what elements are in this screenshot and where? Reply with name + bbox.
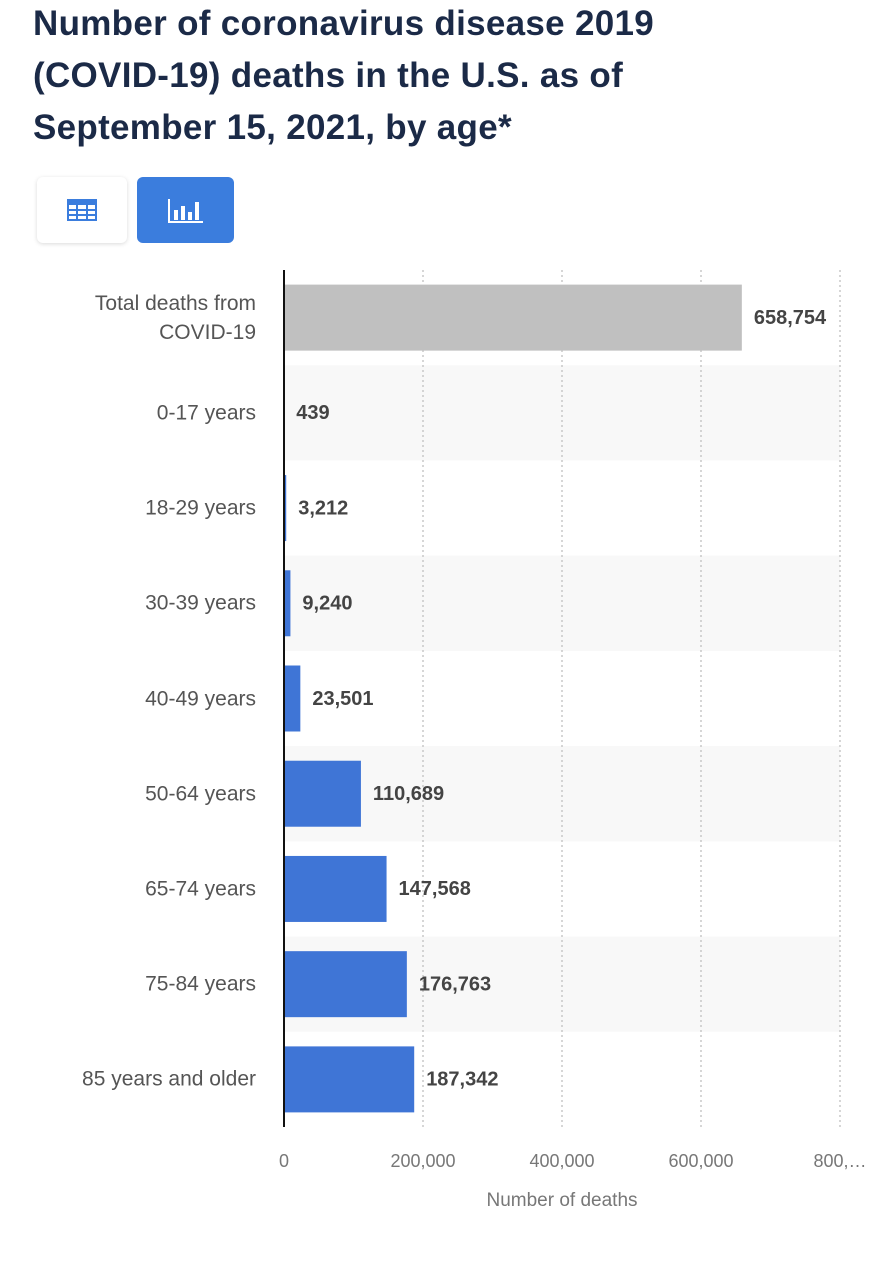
x-tick-label: 0 [279, 1151, 289, 1171]
y-tick-label: 65-74 years [145, 877, 256, 901]
x-axis-label: Number of deaths [486, 1190, 637, 1211]
value-label: 9,240 [302, 593, 352, 615]
bar [284, 1046, 415, 1113]
y-tick-label: 18-29 years [145, 496, 256, 520]
table-icon [67, 199, 97, 221]
x-tick-label: 800,… [813, 1151, 866, 1171]
chart-title: Number of coronavirus disease 2019 (COVI… [33, 4, 655, 147]
bar [284, 951, 407, 1018]
y-tick-label: 85 years and older [82, 1067, 256, 1091]
y-tick-label: 75-84 years [145, 972, 256, 996]
bar [284, 665, 301, 732]
y-tick-label: Total deaths from COVID-19 [94, 291, 256, 344]
table-view-button[interactable] [37, 177, 127, 243]
chart-view-button[interactable] [137, 177, 234, 243]
x-tick-label: 400,000 [529, 1151, 594, 1171]
bar [284, 570, 291, 637]
chart-icon [168, 199, 203, 223]
x-tick-label: 200,000 [390, 1151, 455, 1171]
y-tick-label: 0-17 years [156, 401, 256, 425]
x-tick-label: 600,000 [668, 1151, 733, 1171]
value-label: 3,212 [298, 497, 348, 519]
value-label: 658,754 [754, 307, 827, 329]
value-label: 23,501 [312, 688, 373, 710]
value-label: 176,763 [419, 973, 491, 995]
bar [284, 760, 361, 827]
value-label: 110,689 [373, 783, 444, 805]
bar [284, 284, 742, 351]
y-tick-label: 50-64 years [145, 782, 256, 806]
y-tick-label: 40-49 years [145, 687, 256, 710]
value-label: 147,568 [399, 878, 471, 900]
value-label: 187,342 [426, 1069, 498, 1091]
bar [284, 475, 287, 542]
value-label: 439 [296, 402, 329, 424]
y-tick-label: 30-39 years [145, 591, 256, 615]
bar [284, 855, 387, 922]
